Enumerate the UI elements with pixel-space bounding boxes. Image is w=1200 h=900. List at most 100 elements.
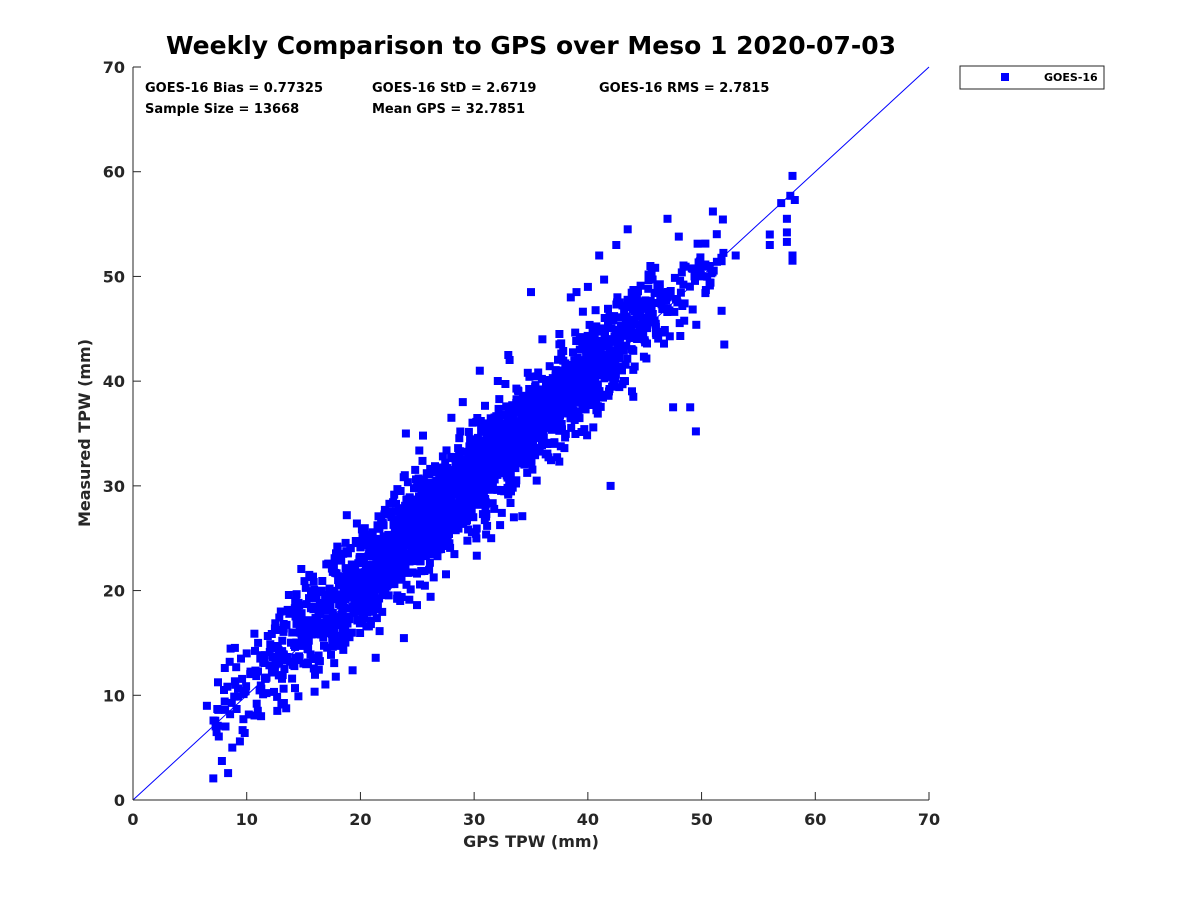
data-point [485,425,494,434]
data-point [465,477,474,486]
data-point [323,606,332,614]
data-point [523,468,532,477]
data-point [509,438,518,446]
data-point [550,391,559,400]
data-point [464,525,473,534]
data-point [393,591,402,600]
data-point [554,355,562,364]
data-point [656,328,665,337]
data-point [712,230,721,239]
data-point [425,470,434,479]
data-point [471,472,480,481]
data-point [531,389,540,398]
rms-annotation: GOES-16 RMS = 2.7815 [599,81,769,96]
data-point [220,686,228,694]
data-point [214,705,223,714]
data-point [294,692,303,701]
data-point [338,604,347,612]
data-point [352,519,361,528]
data-point [374,536,383,545]
data-point [490,460,499,469]
data-point [589,423,598,432]
data-point [493,377,502,385]
data-point [285,609,294,618]
data-point [341,625,350,634]
data-point [629,392,638,401]
data-point [225,657,234,666]
data-point [274,671,283,680]
data-point [402,496,411,504]
data-point [550,439,559,448]
data-point [509,513,518,522]
data-point [278,636,287,645]
data-point [250,711,259,720]
data-point [333,544,342,553]
data-point [477,462,486,471]
data-point [544,392,553,401]
data-point [606,481,615,490]
data-point [212,728,221,737]
data-point [681,262,690,271]
data-point [293,602,302,611]
data-point [378,520,387,529]
data-point [459,480,468,489]
data-point [660,339,668,348]
data-point [578,341,587,350]
data-point [306,650,315,659]
data-point [439,490,448,499]
data-point [409,549,418,558]
data-point [527,288,535,297]
data-point [370,568,379,577]
data-point [354,559,363,568]
data-point [595,251,604,260]
data-point [490,504,499,513]
data-point [360,524,369,533]
data-point [302,600,311,609]
data-point [456,499,465,508]
data-point [504,440,513,448]
data-point [326,598,335,607]
data-point [522,438,531,447]
data-point [481,401,489,410]
data-point [371,653,380,662]
data-point [368,541,377,550]
data-point [482,470,490,479]
data-point [790,196,799,204]
data-point [288,660,297,669]
data-point [366,616,375,625]
data-point [477,427,486,436]
data-point [475,366,484,375]
data-point [591,358,600,367]
data-point [494,404,503,413]
data-point [279,684,288,693]
data-point [242,682,251,691]
data-point [435,495,444,504]
data-point [636,281,645,290]
data-point [502,422,511,431]
data-point [505,356,514,364]
y-tick-label: 60 [103,163,125,182]
data-point [372,551,380,560]
data-point [492,418,501,427]
chart-title: Weekly Comparison to GPS over Meso 1 202… [166,31,896,60]
x-tick-label: 50 [690,810,712,829]
data-point [472,551,481,560]
data-point [504,351,513,359]
data-point [480,498,489,507]
data-point [425,558,434,567]
data-point [583,431,592,440]
data-point [424,481,433,490]
data-point [555,385,563,394]
data-point [621,360,630,369]
data-point [523,424,532,433]
data-point [604,391,613,400]
data-point [615,354,624,363]
data-point [473,494,482,503]
data-point [559,356,568,365]
data-point [402,568,411,577]
data-point [202,701,211,710]
data-point [438,482,447,491]
data-point [708,207,717,216]
data-point [496,521,505,530]
data-point [555,330,564,338]
